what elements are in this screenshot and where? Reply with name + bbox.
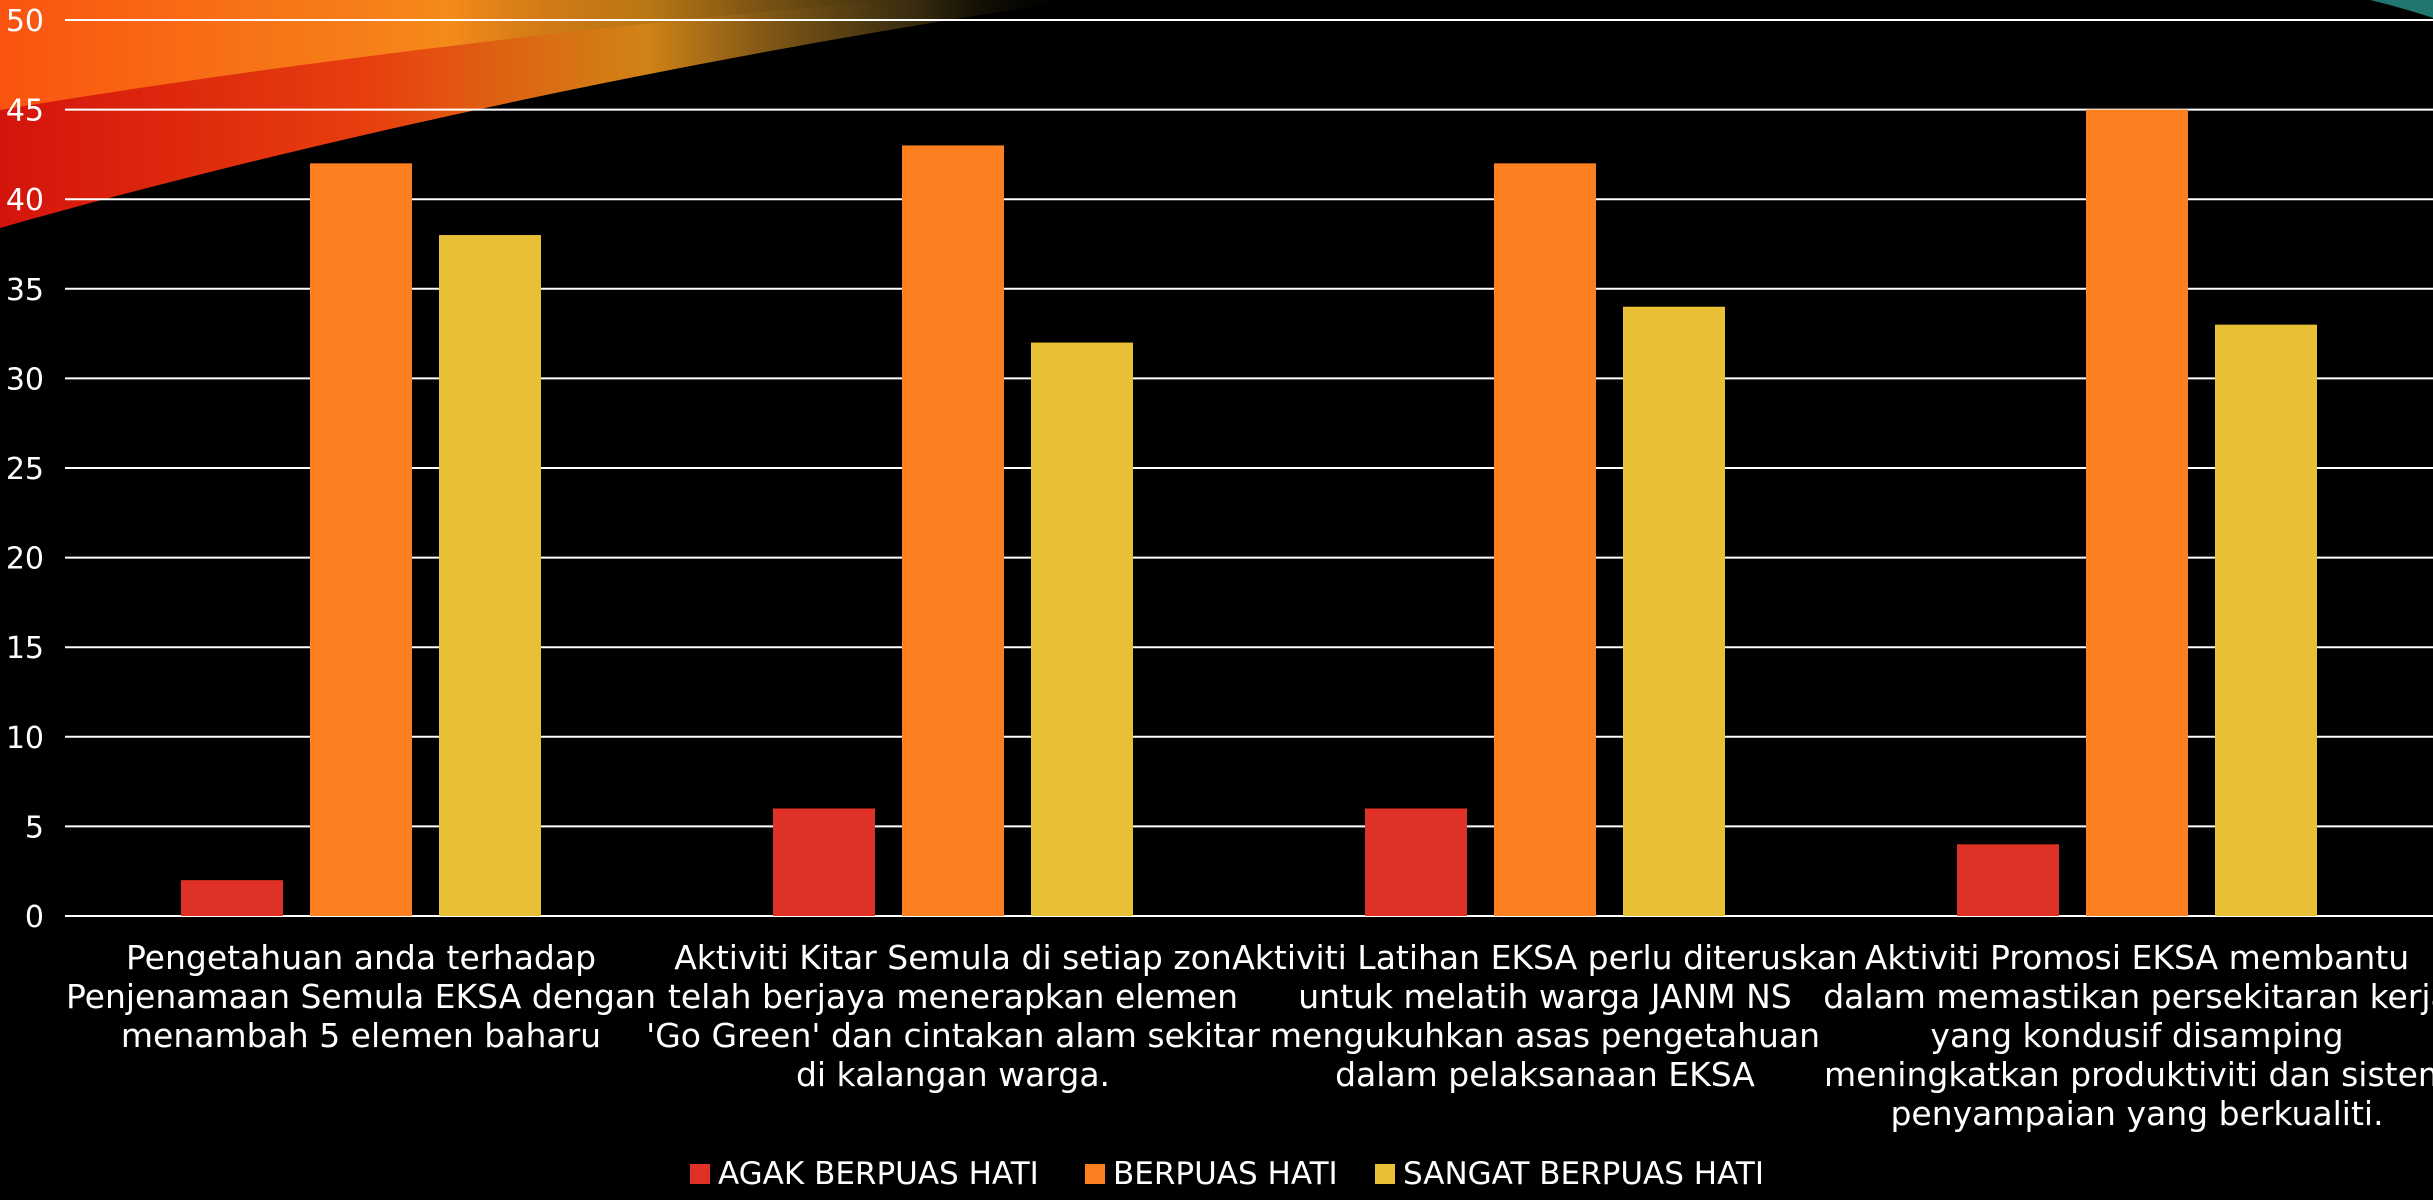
bar-berpuas-hati (310, 163, 412, 917)
bars (181, 109, 2317, 917)
x-tick-label: Pengetahuan anda terhadap Penjenamaan Sem… (66, 938, 656, 1055)
y-tick-label: 10 (6, 721, 44, 756)
x-tick-label-line: telah berjaya menerapkan elemen (668, 977, 1238, 1016)
x-tick-label-line: dalam memastikan persekitaran kerja (1823, 977, 2433, 1016)
x-axis-labels: Pengetahuan anda terhadap Penjenamaan Sem… (66, 938, 2433, 1133)
bar-sangat-berpuas-hati (2215, 324, 2317, 916)
x-tick-label-line: untuk melatih warga JANM NS (1298, 977, 1792, 1016)
x-tick-label-line: 'Go Green' dan cintakan alam sekitar (646, 1016, 1260, 1055)
y-tick-label: 0 (25, 900, 44, 935)
y-tick-label: 30 (6, 362, 44, 397)
legend-label: SANGAT BERPUAS HATI (1403, 1156, 1764, 1192)
x-tick-label-line: Aktiviti Kitar Semula di setiap zon (674, 938, 1232, 977)
bar-agak-berpuas-hati (181, 880, 283, 916)
x-tick-label-line: di kalangan warga. (796, 1055, 1110, 1094)
bar-berpuas-hati (2086, 109, 2188, 917)
x-tick-label: Aktiviti Kitar Semula di setiap zon telah… (646, 938, 1260, 1094)
y-tick-label: 20 (6, 542, 44, 577)
x-tick-label-line: penyampaian yang berkualiti. (1890, 1094, 2383, 1133)
legend-label: BERPUAS HATI (1113, 1156, 1338, 1192)
bar-agak-berpuas-hati (773, 808, 875, 916)
x-tick-label-line: Pengetahuan anda terhadap (126, 938, 596, 977)
y-tick-label: 45 (6, 94, 44, 129)
y-tick-label: 40 (6, 183, 44, 218)
bar-sangat-berpuas-hati (1623, 306, 1725, 917)
x-tick-label-line: Aktiviti Promosi EKSA membantu (1865, 938, 2409, 977)
x-tick-label: Aktiviti Latihan EKSA perlu diteruskan un… (1232, 938, 1858, 1094)
y-tick-label: 25 (6, 452, 44, 487)
legend-swatch (1375, 1164, 1395, 1184)
y-tick-label: 5 (25, 810, 44, 845)
bar-sangat-berpuas-hati (1031, 342, 1133, 916)
y-tick-label: 35 (6, 273, 44, 308)
x-tick-label-line: Aktiviti Latihan EKSA perlu diteruskan (1232, 938, 1858, 977)
gridlines (65, 19, 2433, 917)
bar-agak-berpuas-hati (1365, 808, 1467, 916)
x-tick-label-line: mengukuhkan asas pengetahuan (1270, 1016, 1820, 1055)
x-tick-label-line: yang kondusif disamping (1930, 1016, 2343, 1055)
y-axis-ticks: 0 5 10 15 20 25 30 35 40 45 50 (6, 4, 44, 935)
x-tick-label-line: meningkatkan produktiviti dan sistem (1824, 1055, 2433, 1094)
x-tick-label-line: dalam pelaksanaan EKSA (1335, 1055, 1755, 1094)
background-decoration (0, 0, 2433, 228)
x-tick-label: Aktiviti Promosi EKSA membantu dalam mema… (1823, 938, 2433, 1133)
bar-agak-berpuas-hati (1957, 844, 2059, 916)
legend-swatch (690, 1164, 710, 1184)
x-tick-label-line: menambah 5 elemen baharu (121, 1016, 601, 1055)
y-tick-label: 15 (6, 631, 44, 666)
x-tick-label-line: Penjenamaan Semula EKSA dengan (66, 977, 656, 1016)
bar-berpuas-hati (902, 145, 1004, 916)
legend-swatch (1085, 1164, 1105, 1184)
legend: AGAK BERPUAS HATI BERPUAS HATI SANGAT BERP… (690, 1156, 1764, 1192)
bar-sangat-berpuas-hati (439, 235, 541, 917)
bar-berpuas-hati (1494, 163, 1596, 917)
legend-label: AGAK BERPUAS HATI (718, 1156, 1039, 1192)
y-tick-label: 50 (6, 4, 44, 39)
